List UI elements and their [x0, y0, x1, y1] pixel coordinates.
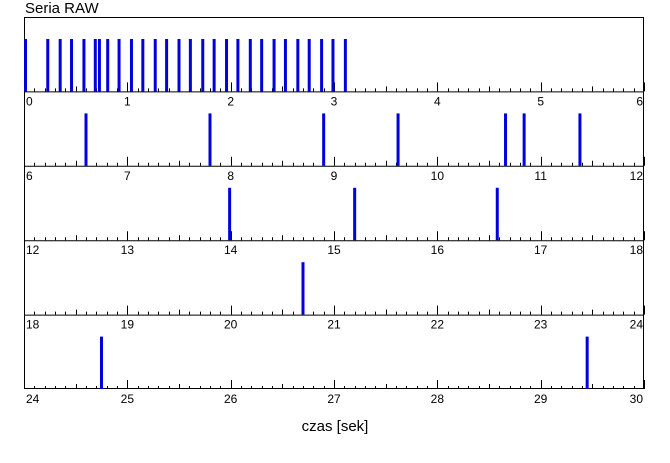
tick-label: 12: [26, 243, 40, 257]
tick-label: 23: [534, 318, 548, 332]
tick-label: 22: [431, 318, 445, 332]
tick-label: 6: [636, 94, 643, 108]
tick-label: 12: [630, 169, 644, 183]
tick-label: 25: [121, 392, 135, 406]
tick-label: 26: [224, 392, 238, 406]
x-axis-label: czas [sek]: [301, 418, 369, 435]
tick-label: 19: [121, 318, 135, 332]
tick-label: 0: [26, 94, 33, 108]
tick-label: 21: [327, 318, 341, 332]
tick-label: 28: [431, 392, 445, 406]
tick-label: 30: [630, 392, 644, 406]
tick-label: 7: [124, 169, 131, 183]
tick-label: 8: [227, 169, 234, 183]
tick-label: 10: [431, 169, 445, 183]
tick-label: 14: [224, 243, 238, 257]
tick-label: 18: [26, 318, 40, 332]
tick-label: 1: [124, 94, 131, 108]
tick-label: 2: [227, 94, 234, 108]
tick-label: 9: [331, 169, 338, 183]
tick-label: 11: [534, 169, 547, 183]
tick-label: 20: [224, 318, 238, 332]
tick-label: 24: [26, 392, 40, 406]
tick-label: 3: [331, 94, 338, 108]
tick-label: 6: [26, 169, 33, 183]
tick-label: 13: [121, 243, 135, 257]
tick-label: 5: [537, 94, 544, 108]
tick-label: 17: [534, 243, 548, 257]
tick-label: 24: [630, 318, 644, 332]
tick-label: 18: [630, 243, 644, 257]
tick-label: 29: [534, 392, 548, 406]
tick-label: 16: [431, 243, 445, 257]
tick-label: 4: [434, 94, 441, 108]
chart-title: Seria RAW: [25, 0, 99, 17]
tick-label: 15: [327, 243, 341, 257]
tick-label: 27: [327, 392, 341, 406]
